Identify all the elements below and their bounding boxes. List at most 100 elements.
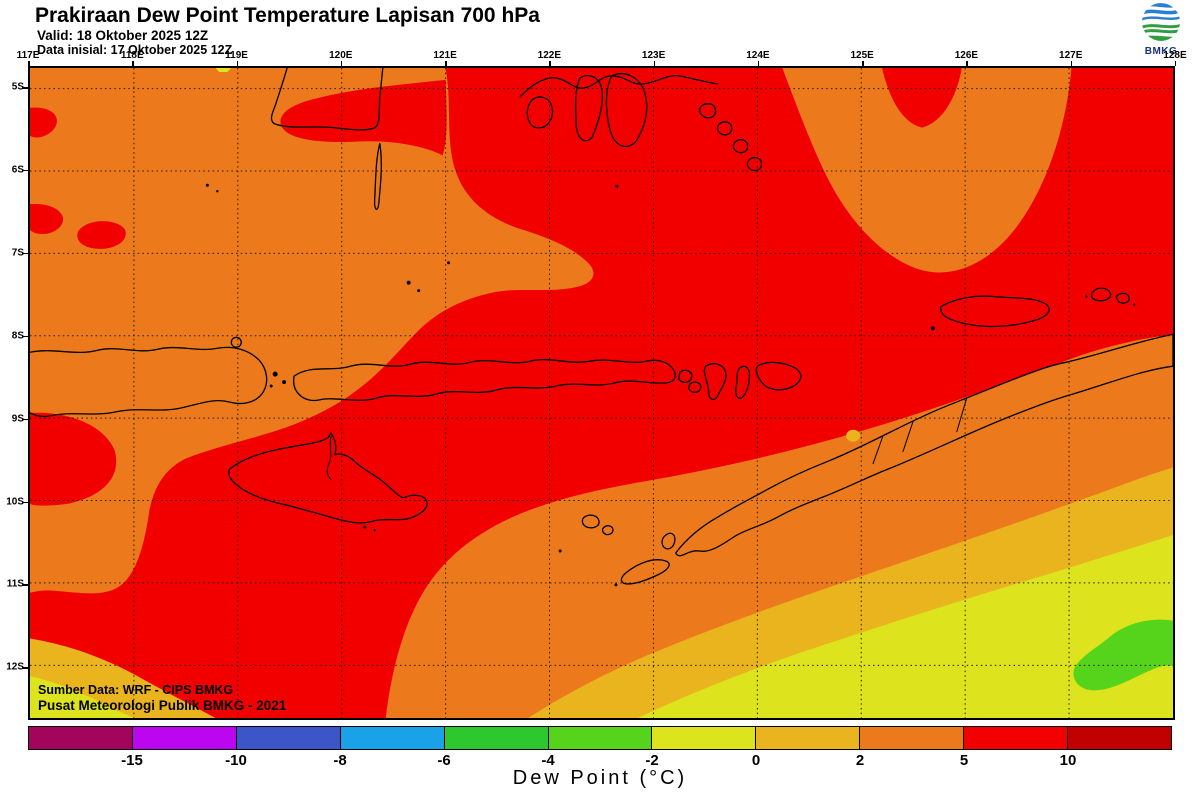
- colorbar-tick-label: 5: [959, 752, 969, 769]
- contour-red-blob: [30, 107, 57, 138]
- lon-axis-label: 124E: [746, 50, 770, 61]
- bmkg-logo-icon: [1142, 3, 1180, 41]
- coastlines: [30, 68, 1173, 587]
- lon-axis-tick: [966, 61, 968, 66]
- lon-axis-label: 120E: [329, 50, 353, 61]
- contour-amber-spot-timor: [846, 429, 861, 442]
- coast-south-sulawesi: [270, 68, 384, 131]
- colorbar-title: Dew Point (°C): [512, 767, 688, 789]
- coast-solor: [688, 381, 702, 393]
- lon-axis-tick: [757, 61, 760, 66]
- dewpoint-contour-field: [30, 68, 1173, 718]
- bmkg-logo-text: BMKG: [1144, 46, 1178, 57]
- islet-specks: [205, 183, 1136, 587]
- lon-axis-label: 123E: [641, 50, 666, 61]
- colorbar-segment: [548, 727, 653, 749]
- contour-red-blob: [77, 221, 126, 249]
- coast-wetar: [940, 295, 1050, 328]
- source-data-line: Sumber Data: WRF - CIPS BMKG: [38, 683, 234, 697]
- coast-pantar: [735, 365, 751, 399]
- lat-axis-tick: [22, 169, 28, 172]
- page-title: Prakiraan Dew Point Temperature Lapisan …: [35, 4, 540, 27]
- lat-axis-label: 9S: [11, 413, 24, 425]
- border-sumba: [326, 436, 332, 480]
- colorbar-segment: [652, 727, 757, 749]
- lon-axis-tick: [340, 61, 343, 66]
- coast-savu: [581, 514, 600, 529]
- lon-axis-label: 127E: [1059, 50, 1083, 61]
- coast-muna: [574, 74, 604, 142]
- lon-axis-label: 122E: [537, 50, 562, 61]
- coast-buton: [605, 73, 648, 147]
- valid-time-label: Valid: 18 Oktober 2025 12Z: [37, 28, 209, 43]
- coast-alor: [755, 361, 802, 391]
- lat-axis-tick: [22, 335, 28, 338]
- contour-green-patch: [1073, 619, 1173, 691]
- lon-axis-tick: [862, 61, 864, 66]
- lat-axis-tick: [22, 501, 28, 503]
- lat-axis-tick: [22, 667, 28, 669]
- lat-axis-tick: [22, 584, 28, 586]
- colorbar-tick-label: -6: [437, 752, 451, 769]
- contour-red-tongue: [280, 79, 447, 156]
- coast-kisar: [1115, 292, 1130, 304]
- coast-flores: [293, 359, 676, 402]
- colorbar-tick-label: -4: [541, 752, 555, 769]
- coast-sumba: [228, 432, 428, 524]
- colorbar-segment: [860, 727, 965, 749]
- source-org-line: Pusat Meteorologi Publik BMKG - 2021: [38, 698, 287, 713]
- colorbar-tick-label: 0: [751, 752, 761, 769]
- contour-yellow-southwest-corner: [30, 676, 136, 718]
- bmkg-logo: BMKG: [1138, 2, 1184, 57]
- lon-axis-label: 128E: [1163, 50, 1187, 61]
- lat-axis-tick: [22, 87, 28, 89]
- colorbar-segment: [1068, 727, 1171, 749]
- colorbar-tick-label: -8: [333, 752, 347, 769]
- colorbar-tick-label: -10: [225, 752, 247, 769]
- colorbar-tick-label: -2: [645, 752, 659, 769]
- lat-axis-tick: [22, 252, 28, 255]
- lon-axis-tick: [28, 61, 30, 66]
- lon-axis-tick: [445, 61, 447, 66]
- coast-wakatobi: [732, 139, 749, 154]
- lon-axis-label: 117E: [16, 50, 40, 61]
- coast-kabaena: [526, 96, 554, 129]
- lat-axis-label: 8S: [11, 330, 24, 342]
- map-canvas: Sumber Data: WRF - CIPS BMKG Pusat Meteo…: [28, 66, 1175, 720]
- coast-wakatobi: [746, 157, 763, 172]
- lat-axis-label: 5S: [11, 81, 24, 93]
- lat-axis-label: 11S: [6, 578, 24, 590]
- lat-axis-label: 6S: [11, 164, 24, 176]
- colorbar-segment: [964, 727, 1069, 749]
- lon-axis-tick: [1070, 61, 1073, 66]
- lon-axis-label: 125E: [850, 50, 874, 61]
- coast-moyo-ring: [230, 336, 242, 348]
- colorbar-segment: [444, 727, 549, 749]
- colorbar: [28, 726, 1172, 750]
- contour-red-blob: [30, 412, 117, 506]
- colorbar-segment: [236, 727, 341, 749]
- border-oecusse: [872, 435, 884, 465]
- coast-wakatobi: [698, 103, 717, 119]
- lat-axis-label: 10S: [6, 496, 24, 507]
- lon-axis-label: 121E: [433, 50, 457, 61]
- border-timor-leste: [956, 397, 968, 433]
- border-oecusse: [902, 421, 914, 453]
- coast-sumbawa: [30, 346, 268, 418]
- colorbar-tick-label: 10: [1059, 752, 1077, 769]
- coast-timor: [675, 333, 1173, 557]
- coast-wakatobi: [716, 121, 733, 136]
- colorbar-segment: [132, 727, 237, 749]
- coast-raijua: [601, 525, 614, 536]
- colorbar-segment: [756, 727, 861, 749]
- coast-rote: [620, 559, 670, 585]
- lon-axis-tick: [132, 61, 134, 66]
- contour-red-notch-top: [882, 68, 962, 128]
- lon-axis-label: 126E: [954, 50, 979, 61]
- init-time-label: Data inisial: 17 Oktober 2025 12Z: [37, 43, 233, 57]
- coast-selayar: [373, 142, 382, 210]
- colorbar-tick-label: 2: [855, 752, 865, 769]
- contour-red-blob: [30, 203, 64, 235]
- colorbar-segment: [340, 727, 445, 749]
